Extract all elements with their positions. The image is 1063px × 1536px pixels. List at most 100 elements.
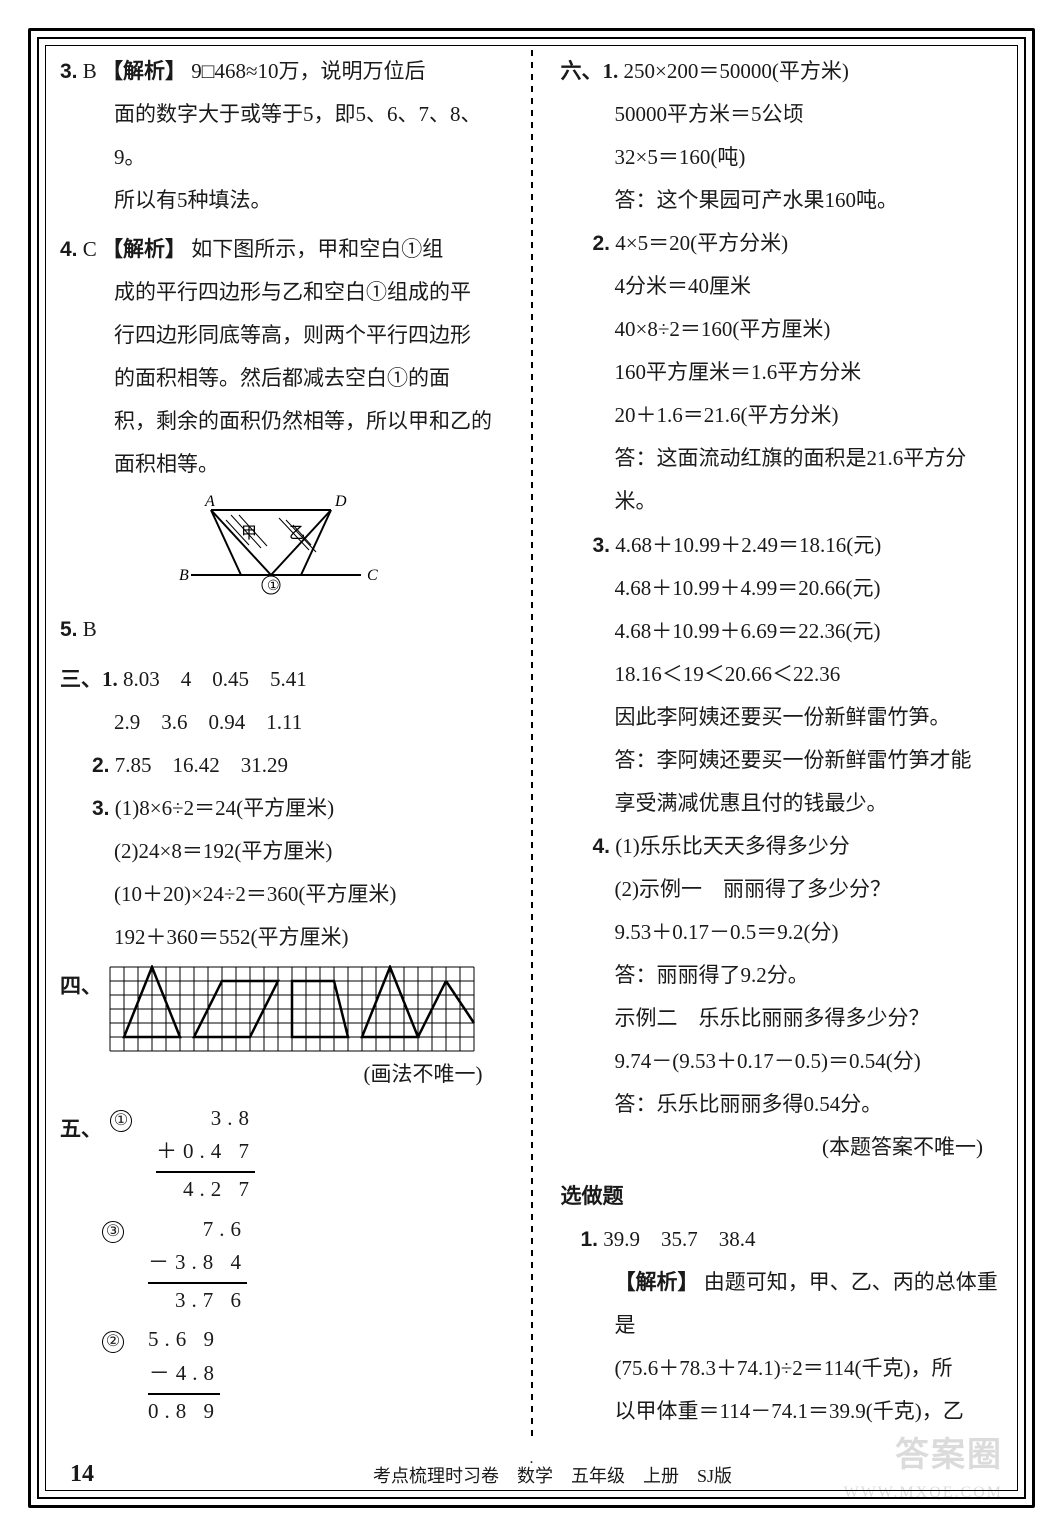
q4: 4. C 【解析】 如下图所示，甲和空白①组 成的平行四边形与乙和空白①组成的平… bbox=[60, 228, 503, 600]
s3-row3: 2. 7.85 16.42 31.29 bbox=[60, 744, 503, 787]
c2a: 7.6 bbox=[148, 1213, 247, 1247]
s6-l2: 50000平方米＝5公顷 bbox=[561, 93, 1004, 136]
bonus-l1: 39.9 35.7 38.4 bbox=[603, 1227, 755, 1251]
s6-l14: 18.16＜19＜20.66＜22.36 bbox=[561, 653, 1004, 696]
q3-l2: 面的数字大于或等于5，即5、6、7、8、9。 bbox=[60, 93, 503, 179]
s3-r6: (10＋20)×24÷2＝360(平方厘米) bbox=[60, 873, 503, 916]
bonus-n1: 1. bbox=[581, 1228, 599, 1251]
label-B: B bbox=[179, 567, 189, 584]
s4-note: (画法不唯一) bbox=[60, 1053, 503, 1096]
q4-l1: 如下图所示，甲和空白①组 bbox=[191, 237, 443, 261]
section-3: 三、1. 8.03 4 0.45 5.41 2.9 3.6 0.94 1.11 … bbox=[60, 658, 503, 959]
c3a: 5.6 9 bbox=[148, 1323, 220, 1357]
q3-ans: B bbox=[83, 59, 97, 83]
q5-ans: B bbox=[83, 617, 97, 641]
bonus-r1: 1. 39.9 35.7 38.4 bbox=[561, 1218, 1004, 1261]
s6-l1: 250×200＝50000(平方米) bbox=[624, 59, 849, 83]
page-number: 14 bbox=[70, 1461, 94, 1488]
s3-r4: (1)8×6÷2＝24(平方厘米) bbox=[115, 796, 334, 820]
s3-n3: 3. bbox=[92, 797, 110, 820]
s6-l11: 4.68＋10.99＋2.49＝18.16(元) bbox=[615, 533, 881, 557]
label-yi: 乙 bbox=[289, 525, 305, 542]
s6-l20: 9.53＋0.17－0.5＝9.2(分) bbox=[561, 911, 1004, 954]
s6-l5: 4×5＝20(平方分米) bbox=[615, 231, 788, 255]
s6-l12: 4.68＋10.99＋4.99＝20.66(元) bbox=[561, 567, 1004, 610]
s6-l9: 20＋1.6＝21.6(平方分米) bbox=[561, 394, 1004, 437]
bonus-title: 选做题 bbox=[561, 1175, 1004, 1218]
q3-l1: 9□468≈10万，说明万位后 bbox=[191, 59, 425, 83]
s6-n3: 3. bbox=[593, 534, 611, 557]
s6-l24: 答：乐乐比丽丽多得0.54分。 bbox=[561, 1083, 1004, 1126]
s4-label: 四、 bbox=[60, 965, 102, 1008]
s6-n4: 4. bbox=[593, 835, 611, 858]
s5-calc2: 7.6 －3.8 4 3.7 6 bbox=[148, 1213, 247, 1318]
column-divider bbox=[531, 50, 533, 1440]
s6-l19: (2)示例一 丽丽得了多少分？ bbox=[561, 868, 1004, 911]
s3-n2: 2. bbox=[92, 754, 110, 777]
s6-l17: 享受满减优惠且付的钱最少。 bbox=[561, 782, 1004, 825]
s6-l6: 4分米＝40厘米 bbox=[561, 265, 1004, 308]
s5-no3: ② bbox=[102, 1331, 124, 1353]
c3b: －4.8 bbox=[148, 1357, 220, 1391]
q3-num: 3. bbox=[60, 60, 78, 83]
s6-l8: 160平方厘米＝1.6平方分米 bbox=[561, 351, 1004, 394]
s6-l25: (本题答案不唯一) bbox=[561, 1126, 1004, 1169]
c2b: －3.8 4 bbox=[148, 1246, 247, 1280]
right-column: 六、1. 250×200＝50000(平方米) 50000平方米＝5公顷 32×… bbox=[561, 50, 1004, 1440]
bonus-section: 选做题 1. 39.9 35.7 38.4 【解析】 由题可知，甲、乙、丙的总体… bbox=[561, 1175, 1004, 1433]
footer: 14 考点梳理时习卷 数学 五年级 上册 SJ版 bbox=[70, 1461, 993, 1488]
s6-l23: 9.74－(9.53＋0.17－0.5)＝0.54(分) bbox=[561, 1040, 1004, 1083]
s6-r3: 3. 4.68＋10.99＋2.49＝18.16(元) bbox=[561, 524, 1004, 567]
q4-num: 4. bbox=[60, 238, 78, 261]
s3-r2: 2.9 3.6 0.94 1.11 bbox=[60, 701, 503, 744]
section-4: 四、 (画法不唯一) bbox=[60, 965, 503, 1096]
footer-text: 考点梳理时习卷 数学 五年级 上册 SJ版 bbox=[112, 1462, 993, 1488]
s6-l16: 答：李阿姨还要买一份新鲜雷竹笋才能 bbox=[561, 739, 1004, 782]
q4-l2: 成的平行四边形与乙和空白①组成的平 bbox=[60, 271, 503, 314]
q4-l4: 的面积相等。然后都减去空白①的面 bbox=[60, 357, 503, 400]
bonus-r2: 【解析】 由题可知，甲、乙、丙的总体重是 bbox=[561, 1261, 1004, 1347]
s3-row4: 3. (1)8×6÷2＝24(平方厘米) bbox=[60, 787, 503, 830]
label-C: C bbox=[367, 567, 378, 584]
left-column: 3. B 【解析】 9□468≈10万，说明万位后 面的数字大于或等于5，即5、… bbox=[60, 50, 503, 1440]
q3-tag: 【解析】 bbox=[102, 60, 186, 83]
c2c: 3.7 6 bbox=[148, 1282, 247, 1318]
content-columns: 3. B 【解析】 9□468≈10万，说明万位后 面的数字大于或等于5，即5、… bbox=[60, 50, 1003, 1440]
q5-num: 5. bbox=[60, 618, 78, 641]
label-A: A bbox=[204, 493, 215, 510]
s3-r5: (2)24×8＝192(平方厘米) bbox=[60, 830, 503, 873]
s3-label: 三、1. bbox=[60, 667, 118, 691]
s6-l7: 40×8÷2＝160(平方厘米) bbox=[561, 308, 1004, 351]
s3-r3: 7.85 16.42 31.29 bbox=[115, 753, 288, 777]
q4-ans: C bbox=[83, 237, 97, 261]
q4-l5: 积，剩余的面积仍然相等，所以甲和乙的 bbox=[60, 400, 503, 443]
label-D: D bbox=[334, 493, 347, 510]
s6-r4: 4. (1)乐乐比天天多得多少分 bbox=[561, 825, 1004, 868]
q4-l3: 行四边形同底等高，则两个平行四边形 bbox=[60, 314, 503, 357]
s6-l21: 答：丽丽得了9.2分。 bbox=[561, 954, 1004, 997]
label-jia: 甲 bbox=[241, 525, 257, 542]
grid-drawing bbox=[108, 965, 476, 1053]
s6-r2: 2. 4×5＝20(平方分米) bbox=[561, 222, 1004, 265]
s5-calc1: 3.8 ＋0.4 7 4.2 7 bbox=[156, 1102, 255, 1207]
c1c: 4.2 7 bbox=[156, 1171, 255, 1207]
q4-tag: 【解析】 bbox=[102, 238, 186, 261]
c1b: ＋0.4 7 bbox=[156, 1135, 255, 1169]
s3-r7: 192＋360＝552(平方厘米) bbox=[60, 916, 503, 959]
bonus-l3: (75.6＋78.3＋74.1)÷2＝114(千克)，所 bbox=[561, 1347, 1004, 1390]
q3-l3: 所以有5种填法。 bbox=[60, 179, 503, 222]
s6-l4: 答：这个果园可产水果160吨。 bbox=[561, 179, 1004, 222]
s6-label: 六、1. bbox=[561, 59, 619, 83]
s6-l13: 4.68＋10.99＋6.69＝22.36(元) bbox=[561, 610, 1004, 653]
s6-n2: 2. bbox=[593, 232, 611, 255]
section-5: 五、 ① 3.8 ＋0.4 7 4.2 7 ③ 7.6 －3.8 4 3.7 6 bbox=[60, 1102, 503, 1428]
parallelogram-diagram: A D B C 甲 乙 ① bbox=[171, 490, 391, 600]
bonus-l4: 以甲体重＝114－74.1＝39.9(千克)，乙 bbox=[561, 1390, 1004, 1433]
page: 3. B 【解析】 9□468≈10万，说明万位后 面的数字大于或等于5，即5、… bbox=[0, 0, 1063, 1536]
bonus-tag: 【解析】 bbox=[615, 1271, 699, 1294]
label-one: ① bbox=[267, 579, 280, 594]
s6-l3: 32×5＝160(吨) bbox=[561, 136, 1004, 179]
c3c: 0.8 9 bbox=[148, 1393, 220, 1429]
s5-label: 五、 bbox=[60, 1102, 102, 1151]
s6-l22: 示例二 乐乐比丽丽多得多少分？ bbox=[561, 997, 1004, 1040]
